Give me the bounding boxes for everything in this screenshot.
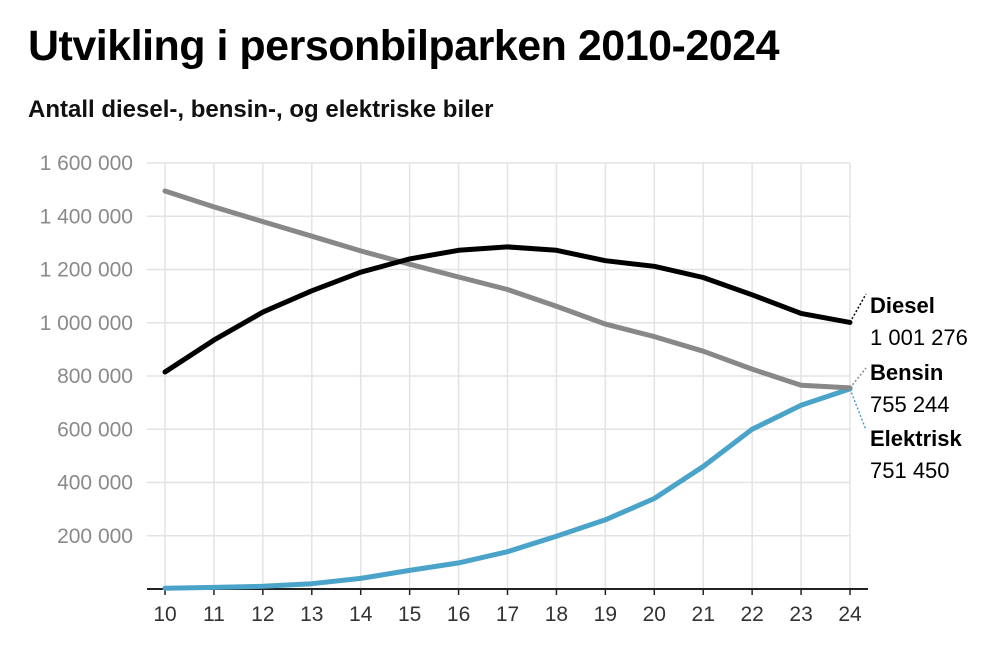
leader-line-bensin	[849, 367, 867, 389]
series-label-elektrisk: Elektrisk	[870, 426, 962, 451]
y-tick-label: 1 200 000	[40, 259, 133, 282]
y-tick-label: 800 000	[57, 365, 133, 388]
y-tick-label: 1 000 000	[40, 312, 133, 335]
series-line-elektrisk	[162, 386, 853, 591]
x-tick-label: 17	[496, 603, 519, 626]
series-end-value-elektrisk: 751 450	[870, 458, 950, 483]
x-tick-label: 20	[643, 603, 666, 626]
series-end-labels: Diesel 1 001 276 Bensin 755 244 Elektrisk 751…	[849, 293, 968, 483]
x-tick-label: 16	[447, 603, 470, 626]
x-tick-label: 22	[740, 603, 763, 626]
y-tick-label: 400 000	[57, 472, 133, 495]
x-tick-label: 12	[251, 603, 274, 626]
series-line-bensin	[162, 188, 853, 391]
y-tick-label: 1 400 000	[40, 205, 133, 228]
x-tick-label: 24	[838, 603, 862, 626]
chart-title: Utvikling i personbilparken 2010-2024	[28, 22, 780, 70]
y-tick-label: 1 600 000	[40, 152, 133, 175]
x-tick-label: 19	[594, 603, 617, 626]
y-tick-label: 200 000	[57, 525, 133, 548]
x-axis: 10 11 12 13 14 15 16 17 18 19 20 21 22 23 24	[153, 589, 862, 626]
series-line-diesel	[162, 244, 853, 375]
series-end-value-diesel: 1 001 276	[870, 325, 968, 350]
y-axis: 200 000 400 000 600 000 800 000 1 000 000 1 2…	[40, 152, 133, 548]
series-lines	[162, 188, 853, 591]
x-tick-label: 23	[789, 603, 812, 626]
x-tick-label: 11	[203, 603, 225, 626]
x-tick-label: 18	[545, 603, 568, 626]
series-label-bensin: Bensin	[870, 360, 943, 385]
series-label-diesel: Diesel	[870, 293, 935, 318]
series-end-value-bensin: 755 244	[870, 392, 950, 417]
x-tick-label: 10	[153, 603, 176, 626]
leader-line-diesel	[849, 293, 867, 323]
leader-line-elektrisk	[849, 388, 867, 431]
y-tick-label: 600 000	[57, 418, 133, 441]
chart-subtitle: Antall diesel-, bensin-, og elektriske b…	[28, 96, 494, 123]
x-tick-label: 15	[398, 603, 421, 626]
x-tick-label: 14	[349, 603, 373, 626]
x-tick-label: 13	[300, 603, 323, 626]
x-tick-label: 21	[692, 603, 715, 626]
grid-lines	[147, 162, 868, 590]
